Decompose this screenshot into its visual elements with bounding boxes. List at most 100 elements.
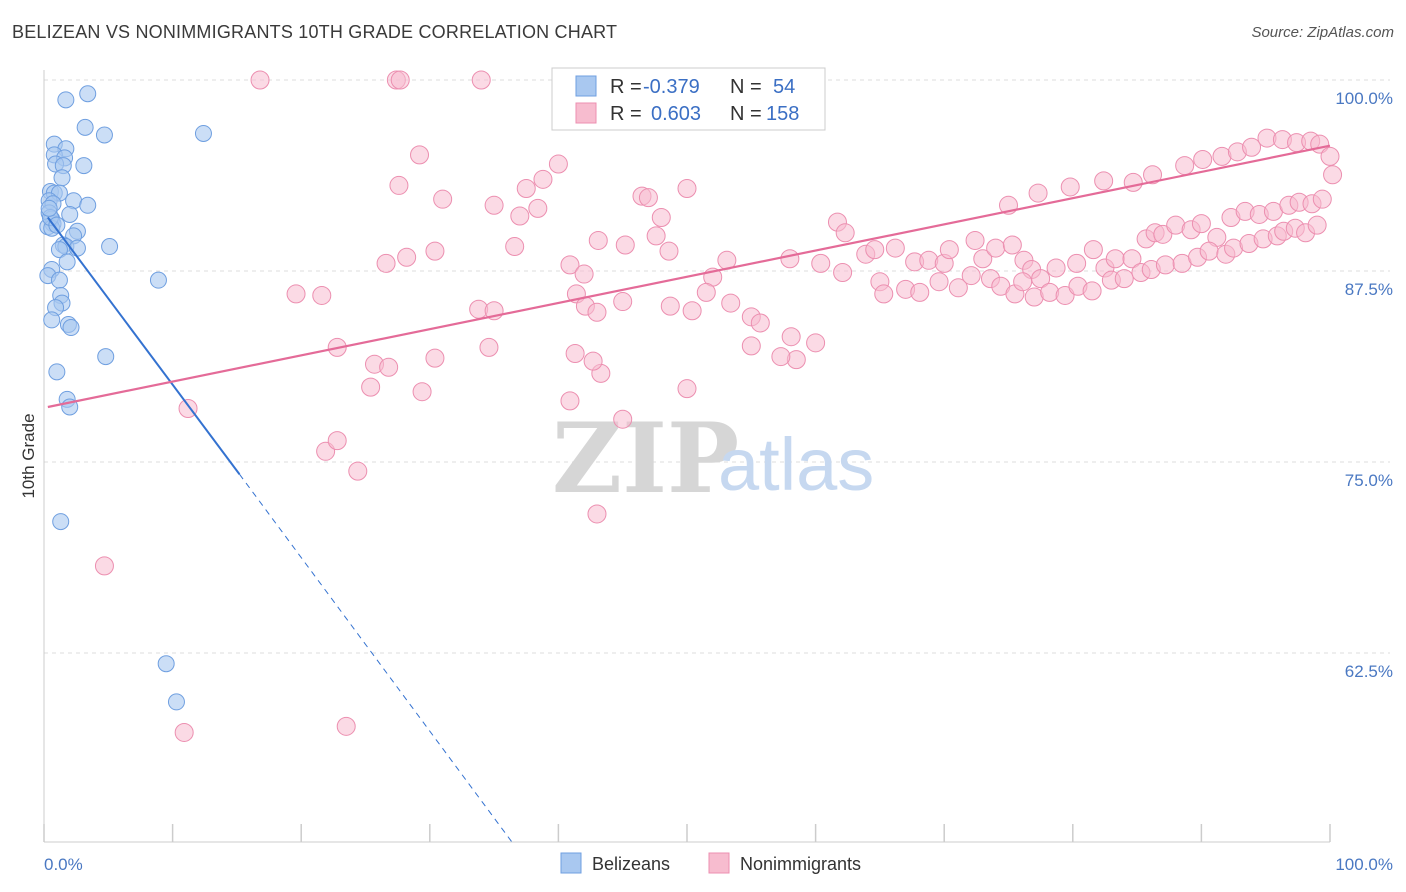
belizeans-point [97,348,115,366]
nonimmigrants-point [1199,241,1219,261]
nonimmigrants-point [973,249,993,269]
nonimmigrants-point [565,344,585,364]
nonimmigrants-point [433,189,453,209]
legend-swatch-blue [575,75,597,97]
legend-r-value-1: -0.379 [643,76,700,98]
series-legend-swatch-belizeans [560,852,582,874]
nonimmigrants-point [638,188,658,208]
nonimmigrants-point [583,351,603,371]
nonimmigrants-point [1002,235,1022,255]
belizeans-points [39,85,212,711]
nonimmigrants-point [479,337,499,357]
nonimmigrants-point [174,722,194,742]
nonimmigrants-point [361,377,381,397]
belizeans-point [76,118,94,136]
nonimmigrants-point [1323,165,1343,185]
legend-n-value-2: 158 [766,103,799,125]
nonimmigrants-point [613,409,633,429]
nonimmigrants-point [286,284,306,304]
nonimmigrants-point [1067,253,1087,273]
nonimmigrants-point [885,238,905,258]
nonimmigrants-point [677,178,697,198]
nonimmigrants-point [1083,240,1103,260]
nonimmigrants-point [1143,165,1163,185]
nonimmigrants-point [646,226,666,246]
nonimmigrants-point [1153,224,1173,244]
nonimmigrants-point [771,347,791,367]
trend-lines [47,144,1331,845]
nonimmigrants-point [786,350,806,370]
belizeans-point [61,205,79,223]
legend-swatch-pink [575,102,597,124]
nonimmigrants-point [1123,172,1143,192]
series-legend: Belizeans Nonimmigrants [560,852,861,874]
nonimmigrants-point [397,247,417,267]
nonimmigrants-point [574,264,594,284]
nonimmigrants-point [1122,249,1142,269]
nonimmigrants-point [376,253,396,273]
nonimmigrants-point [336,716,356,736]
nonimmigrants-point [348,461,368,481]
series-legend-swatch-nonimmigrants [708,852,730,874]
axes [43,70,1331,843]
watermark: ZIP atlas [552,402,874,515]
nonimmigrants-point [94,556,114,576]
nonimmigrants-point [677,379,697,399]
nonimmigrants-point [835,223,855,243]
belizeans-trend-line [47,216,241,475]
legend-n-value-1: 54 [773,76,795,98]
tick-labels: 62.5% 75.0% 87.5% 100.0% 0.0% 100.0% [44,89,1393,874]
nonimmigrants-point [1082,281,1102,301]
nonimmigrants-point [1175,156,1195,176]
series-legend-nonimmigrants: Nonimmigrants [740,854,861,874]
nonimmigrants-point [615,235,635,255]
nonimmigrants-point [471,70,491,90]
y-tick-label: 87.5% [1345,280,1393,299]
belizeans-point [50,241,68,259]
belizeans-point [48,216,66,234]
nonimmigrants-point [865,240,885,260]
nonimmigrants-point [741,336,761,356]
nonimmigrants-point [1031,269,1051,289]
nonimmigrants-point [505,237,525,257]
belizeans-point [157,655,175,673]
nonimmigrants-point [178,399,198,419]
y-tick-label: 75.0% [1345,471,1393,490]
nonimmigrants-point [1094,171,1114,191]
nonimmigrants-point [1312,189,1332,209]
nonimmigrants-point [965,230,985,250]
belizeans-trend-extension [239,473,514,845]
nonimmigrants-point [560,255,580,275]
legend-r-label-2: R = [610,103,642,125]
nonimmigrants-point [1060,177,1080,197]
nonimmigrants-point [410,145,430,165]
nonimmigrants-point [1191,214,1211,234]
belizeans-point [95,126,113,144]
legend-n-label-2: N = [730,103,762,125]
belizeans-point [62,319,80,337]
nonimmigrants-points [94,70,1343,742]
nonimmigrants-point [327,431,347,451]
nonimmigrants-point [533,169,553,189]
y-axis-label: 10th Grade [19,413,38,498]
nonimmigrants-point [484,195,504,215]
nonimmigrants-point [721,293,741,313]
belizeans-point [57,91,75,109]
nonimmigrants-point [1242,137,1262,157]
nonimmigrants-point [1155,255,1175,275]
belizeans-point [52,513,70,531]
nonimmigrants-point [659,241,679,261]
belizeans-point [53,169,71,187]
nonimmigrants-point [510,206,530,226]
nonimmigrants-point [1028,183,1048,203]
nonimmigrants-point [781,327,801,347]
x-tick-label-min: 0.0% [44,855,83,874]
nonimmigrants-point [587,302,607,322]
nonimmigrants-point [811,253,831,273]
stats-legend: R = -0.379 N = 54 R = 0.603 N = 158 [551,67,826,131]
y-tick-label: 62.5% [1345,662,1393,681]
nonimmigrants-point [312,285,332,305]
nonimmigrants-point [250,70,270,90]
nonimmigrants-point [1307,215,1327,235]
